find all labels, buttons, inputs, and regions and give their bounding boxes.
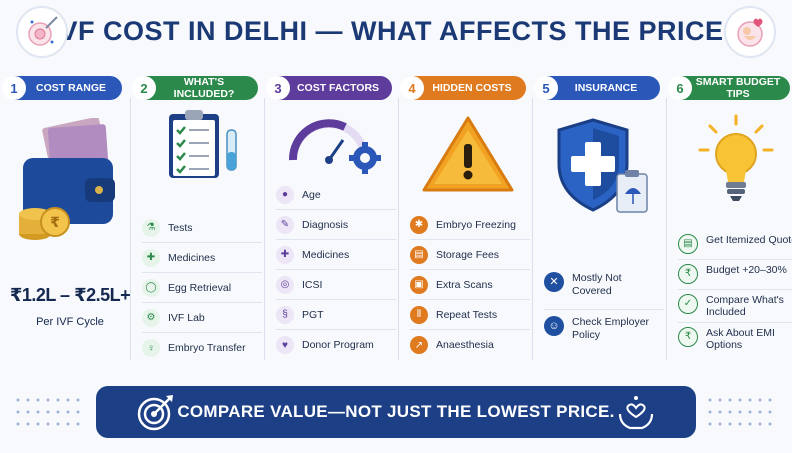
dot-pattern-decoration (16, 398, 80, 426)
quote-document-icon: ▤ (678, 234, 698, 254)
list-item: ▣ Extra Scans (410, 270, 530, 300)
microscope-icon: ⚗ (142, 218, 160, 237)
budget-tips-list: ▤ Get Itemized Quote ₹ Budget +20–30% ✓ Com… (678, 230, 792, 355)
scan-icon: ▣ (410, 275, 428, 294)
column-hidden-costs: 4 HIDDEN COSTS ✱ Embryo Freezing ▤ Storage… (400, 70, 534, 370)
dot-pattern-decoration (708, 398, 772, 426)
svg-text:₹: ₹ (50, 215, 60, 231)
medical-shield-icon (536, 114, 668, 224)
included-list: ⚗ Tests ✚ Medicines ◯ Egg Retrieval ⚙ IVF La… (142, 213, 262, 363)
storage-icon: ▤ (410, 245, 428, 264)
column-number: 1 (2, 76, 26, 100)
pill-bottle-icon: ✚ (142, 248, 160, 267)
donor-icon: ♥ (276, 336, 294, 354)
target-arrow-icon (137, 395, 173, 431)
column-whats-included: 2 WHAT'S INCLUDED? ⚗ Tests ✚ Medicin (132, 70, 266, 370)
list-item: ✱ Embryo Freezing (410, 210, 530, 240)
test-tube-icon: ⫴ (410, 305, 428, 324)
page-title: IVF COST IN DELHI — WHAT AFFECTS THE PRI… (51, 15, 741, 46)
hands-heart-icon (618, 396, 654, 430)
column-cost-range: 1 COST RANGE ₹ ₹1.2L – ₹2.5L+ Per IVF Cy… (2, 70, 136, 370)
list-item: ⚗ Tests (142, 213, 262, 243)
column-divider (264, 98, 265, 360)
bottom-banner: COMPARE VALUE—NOT JUST THE LOWEST PRICE. (96, 386, 696, 438)
column-number: 3 (266, 76, 290, 100)
header: IVF COST IN DELHI — WHAT AFFECTS THE PRI… (0, 0, 792, 62)
syringe-icon: ✚ (276, 245, 294, 264)
column-header: 1 COST RANGE (2, 76, 122, 100)
lightbulb-icon (670, 110, 792, 210)
column-title: COST RANGE (35, 82, 106, 94)
wallet-money-icon: ₹ (4, 118, 136, 268)
column-header: 4 HIDDEN COSTS (400, 76, 526, 100)
list-item: ◎ ICSI (276, 270, 396, 300)
baby-heart-icon (724, 6, 776, 58)
column-cost-factors: 3 COST FACTORS ● Age ✎ Diagnosis ✚ Medicine… (266, 70, 400, 370)
shield-x-icon: ✕ (544, 272, 564, 292)
column-title: HIDDEN COSTS (432, 82, 512, 94)
list-item: ✕ Mostly Not Covered (544, 266, 664, 310)
person-icon: ● (276, 185, 294, 204)
snowflake-icon: ✱ (410, 215, 428, 234)
banner-message: COMPARE VALUE—NOT JUST THE LOWEST PRICE. (177, 402, 615, 421)
list-item: § PGT (276, 300, 396, 330)
list-item: ♥ Donor Program (276, 330, 396, 360)
egg-icon: ◯ (142, 278, 160, 297)
column-number: 6 (668, 76, 692, 100)
column-header: 3 COST FACTORS (266, 76, 392, 100)
column-title: SMART BUDGET TIPS (695, 76, 781, 100)
column-title: COST FACTORS (296, 82, 380, 94)
list-item: ⚙ IVF Lab (142, 303, 262, 333)
cost-range-value: ₹1.2L – ₹2.5L+ (9, 285, 131, 305)
gauge-gear-icon (268, 110, 400, 176)
checkmark-icon: ✓ (678, 294, 698, 314)
factors-list: ● Age ✎ Diagnosis ✚ Medicines ◎ ICSI § PGT ♥ D… (276, 180, 396, 360)
emi-icon: ₹ (678, 327, 698, 347)
column-divider (398, 98, 399, 360)
list-item: ◯ Egg Retrieval (142, 273, 262, 303)
diagnosis-icon: ✎ (276, 215, 294, 234)
hidden-costs-list: ✱ Embryo Freezing ▤ Storage Fees ▣ Extra Sc… (410, 210, 530, 360)
ivf-microscope-icon (16, 6, 68, 58)
clipboard-checklist-icon (134, 110, 266, 180)
column-header: 5 INSURANCE (534, 76, 660, 100)
list-item: ✓ Compare What's Included (678, 290, 792, 323)
warning-triangle-icon (402, 112, 534, 196)
column-smart-budget-tips: 6 SMART BUDGET TIPS ▤ Get Itemized Quote … (668, 70, 792, 370)
list-item: ✚ Medicines (142, 243, 262, 273)
list-item: ✚ Medicines (276, 240, 396, 270)
column-header: 6 SMART BUDGET TIPS (668, 76, 790, 100)
list-item: ● Age (276, 180, 396, 210)
column-title: INSURANCE (574, 82, 638, 94)
list-item: ₹ Budget +20–30% (678, 260, 792, 290)
column-divider (532, 98, 533, 360)
list-item: ▤ Get Itemized Quote (678, 230, 792, 260)
dna-icon: § (276, 305, 294, 324)
column-divider (130, 98, 131, 360)
icsi-icon: ◎ (276, 275, 294, 294)
uterus-icon: ♀ (142, 339, 160, 357)
column-number: 2 (132, 76, 156, 100)
column-number: 4 (400, 76, 424, 100)
rupee-icon: ₹ (678, 264, 698, 284)
list-item: ▤ Storage Fees (410, 240, 530, 270)
list-item: ⫴ Repeat Tests (410, 300, 530, 330)
list-item: ₹ Ask About EMI Options (678, 323, 792, 355)
insurance-list: ✕ Mostly Not Covered ☺ Check Employer Poli… (544, 266, 664, 354)
list-item: ♀ Embryo Transfer (142, 333, 262, 363)
cost-range-subtitle: Per IVF Cycle (36, 316, 104, 328)
list-item: ☺ Check Employer Policy (544, 310, 664, 354)
column-insurance: 5 INSURANCE ✕ Mostly Not Covered ☺ Check E… (534, 70, 668, 370)
lab-icon: ⚙ (142, 308, 160, 327)
column-title: WHAT'S INCLUDED? (173, 76, 235, 100)
column-number: 5 (534, 76, 558, 100)
list-item: ✎ Diagnosis (276, 210, 396, 240)
employer-icon: ☺ (544, 316, 564, 336)
list-item: ↗ Anaesthesia (410, 330, 530, 360)
column-divider (666, 98, 667, 360)
syringe-icon: ↗ (410, 336, 428, 354)
info-columns: 1 COST RANGE ₹ ₹1.2L – ₹2.5L+ Per IVF Cy… (0, 70, 792, 370)
column-header: 2 WHAT'S INCLUDED? (132, 76, 258, 100)
